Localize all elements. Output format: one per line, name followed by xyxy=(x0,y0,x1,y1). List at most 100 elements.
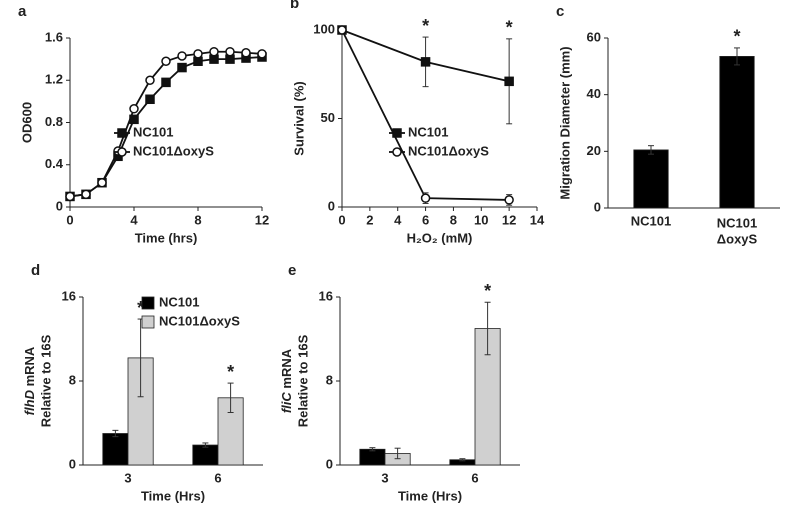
y-axis-label: Migration Diameter (mm) xyxy=(557,46,572,199)
marker xyxy=(392,147,402,157)
y-tick-label: 0.4 xyxy=(45,156,64,171)
marker xyxy=(129,104,139,114)
panel-label: a xyxy=(18,3,27,20)
panel-label: b xyxy=(290,0,299,12)
y-tick-label: 16 xyxy=(62,288,76,303)
bar xyxy=(633,149,669,209)
panel-label: c xyxy=(556,3,564,20)
y-tick-label: 100 xyxy=(313,21,335,36)
bar xyxy=(192,444,219,466)
y-tick-label: 0 xyxy=(326,456,333,471)
x-tick-label: 3 xyxy=(381,470,388,485)
marker xyxy=(117,128,127,138)
legend-swatch xyxy=(141,315,155,329)
y-tick-label: 60 xyxy=(587,29,601,44)
x-tick-label: 8 xyxy=(194,212,201,227)
bar xyxy=(719,56,755,209)
y-label-text: mRNA xyxy=(22,346,37,386)
x-tick-label: 0 xyxy=(66,212,73,227)
bar xyxy=(102,433,129,466)
marker xyxy=(145,75,155,85)
marker xyxy=(81,189,91,200)
panel-label: d xyxy=(31,262,40,279)
gene-name: fliC xyxy=(279,392,294,414)
x-axis-label: H₂O₂ (mM) xyxy=(407,230,473,245)
marker xyxy=(392,128,402,138)
legend-label: NC101 xyxy=(408,124,448,139)
significance: * xyxy=(227,362,234,382)
bar xyxy=(359,448,386,466)
y-tick-label: 16 xyxy=(319,288,333,303)
legend-label: NC101ΔoxyS xyxy=(133,143,214,158)
marker xyxy=(337,25,347,35)
y-axis-label: Relative to 16S xyxy=(38,334,53,427)
marker xyxy=(117,147,127,157)
panel-label: e xyxy=(288,262,296,279)
significance: * xyxy=(137,298,144,318)
marker xyxy=(420,57,431,67)
marker xyxy=(177,51,187,61)
y-tick-label: 0 xyxy=(69,456,76,471)
y-tick-label: 50 xyxy=(321,110,335,125)
y-tick-label: 20 xyxy=(587,143,601,158)
marker xyxy=(161,56,171,66)
marker xyxy=(241,48,251,58)
significance: * xyxy=(506,18,513,38)
gene-name: flhD xyxy=(22,389,37,415)
legend-label: NC101ΔoxyS xyxy=(408,143,489,158)
y-label-text: mRNA xyxy=(279,348,294,388)
marker xyxy=(177,62,187,73)
marker xyxy=(145,94,155,105)
legend-label: NC101 xyxy=(133,124,173,139)
x-tick-label: ΔoxyS xyxy=(717,231,758,246)
significance: * xyxy=(484,281,491,301)
x-tick-label: 0 xyxy=(338,212,345,227)
y-axis-label: Relative to 16S xyxy=(295,334,310,427)
marker xyxy=(225,46,235,57)
x-tick-label: 4 xyxy=(130,212,138,227)
legend-label: NC101 xyxy=(159,294,199,309)
legend-label: NC101ΔoxyS xyxy=(159,313,240,328)
marker xyxy=(504,76,514,87)
y-tick-label: 1.2 xyxy=(45,72,63,87)
marker xyxy=(193,49,203,59)
y-tick-label: 0 xyxy=(56,198,63,213)
marker xyxy=(420,193,431,203)
x-tick-label: 12 xyxy=(502,212,516,227)
x-tick-label: 6 xyxy=(214,470,221,485)
x-tick-label: 2 xyxy=(366,212,373,227)
y-tick-label: 1.6 xyxy=(45,29,63,44)
y-axis-label: flhD mRNA xyxy=(22,346,37,415)
x-tick-label: 10 xyxy=(474,212,488,227)
marker xyxy=(65,191,75,202)
marker xyxy=(161,77,171,88)
marker xyxy=(504,195,514,205)
marker xyxy=(257,49,267,59)
y-tick-label: 8 xyxy=(69,372,76,387)
x-tick-label: 6 xyxy=(422,212,429,227)
x-tick-label: 4 xyxy=(394,212,402,227)
legend-swatch xyxy=(141,296,155,310)
y-axis-label: fliC mRNA xyxy=(279,348,294,413)
x-tick-label: 12 xyxy=(255,212,269,227)
y-tick-label: 40 xyxy=(587,86,601,101)
y-tick-label: 0 xyxy=(328,198,335,213)
y-axis-label: Survival (%) xyxy=(291,81,306,155)
x-tick-label: NC101 xyxy=(631,213,671,228)
x-axis-label: Time (Hrs) xyxy=(141,488,205,503)
x-tick-label: NC101 xyxy=(717,215,757,230)
y-tick-label: 0.8 xyxy=(45,114,63,129)
x-axis-label: Time (Hrs) xyxy=(398,488,462,503)
significance: * xyxy=(733,27,740,47)
marker xyxy=(97,177,107,188)
x-tick-label: 3 xyxy=(124,470,131,485)
x-axis-label: Time (hrs) xyxy=(135,230,198,245)
x-tick-label: 8 xyxy=(450,212,457,227)
significance: * xyxy=(422,16,429,36)
y-axis-label: OD600 xyxy=(19,102,34,143)
y-tick-label: 8 xyxy=(326,372,333,387)
marker xyxy=(209,46,219,57)
x-tick-label: 6 xyxy=(471,470,478,485)
y-tick-label: 0 xyxy=(594,199,601,214)
x-tick-label: 14 xyxy=(530,212,545,227)
